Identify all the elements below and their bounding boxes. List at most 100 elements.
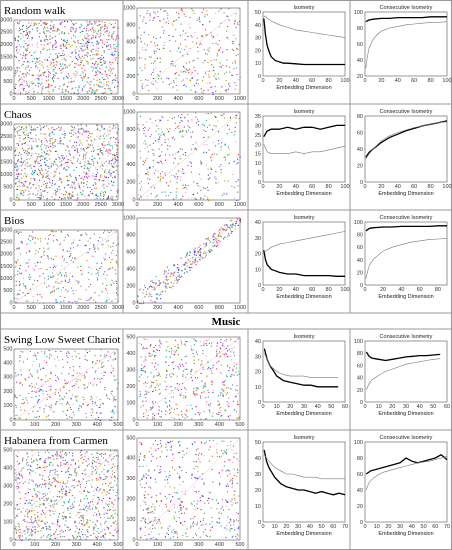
recurrence-point — [48, 356, 50, 358]
x-tick-label: 80 — [428, 78, 434, 84]
recurrence-point — [22, 459, 24, 461]
recurrence-point — [86, 184, 88, 186]
recurrence-point — [46, 172, 48, 174]
recurrence-point — [71, 495, 73, 497]
recurrence-point — [26, 452, 28, 454]
recurrence-point — [46, 416, 48, 418]
x-tick-label: 400 — [174, 202, 183, 208]
recurrence-point — [183, 67, 185, 69]
recurrence-point — [146, 347, 148, 349]
recurrence-point — [57, 496, 59, 498]
recurrence-point — [102, 144, 104, 146]
recurrence-point — [42, 31, 44, 33]
recurrence-point — [193, 66, 195, 68]
recurrence-point — [88, 175, 90, 177]
series-line — [263, 250, 345, 277]
recurrence-point — [102, 185, 104, 187]
recurrence-point — [93, 244, 95, 246]
recurrence-point — [137, 124, 139, 126]
recurrence-point — [54, 86, 56, 88]
y-tick-label: 5 — [258, 171, 261, 177]
recurrence-point — [24, 134, 26, 136]
y-tick-label: 2500 — [0, 30, 12, 36]
recurrence-point — [79, 61, 81, 63]
recurrence-point — [177, 151, 179, 153]
recurrence-point — [219, 65, 221, 67]
recurrence-point — [80, 128, 82, 130]
recurrence-point — [81, 127, 83, 129]
recurrence-point — [55, 46, 57, 48]
recurrence-point — [30, 127, 32, 129]
recurrence-point — [99, 237, 101, 239]
recurrence-point — [199, 259, 201, 261]
y-tick-label: 1000 — [123, 5, 135, 11]
recurrence-point — [97, 54, 99, 56]
recurrence-point — [69, 367, 71, 369]
recurrence-point — [47, 59, 49, 61]
recurrence-point — [240, 220, 242, 222]
recurrence-point — [44, 164, 46, 166]
recurrence-point — [17, 274, 19, 276]
recurrence-point — [28, 51, 30, 53]
recurrence-point — [182, 168, 184, 170]
recurrence-point — [212, 245, 214, 247]
recurrence-point — [46, 59, 48, 61]
recurrence-point — [117, 35, 119, 37]
recurrence-point — [88, 137, 90, 139]
recurrence-point — [37, 67, 39, 69]
recurrence-point — [137, 301, 139, 303]
recurrence-point — [44, 466, 46, 468]
recurrence-point — [150, 186, 152, 188]
recurrence-point — [185, 414, 187, 416]
recurrence-point — [204, 195, 206, 197]
recurrence-point — [176, 182, 178, 184]
recurrence-point — [106, 185, 108, 187]
recurrence-point — [96, 54, 98, 56]
recurrence-point — [50, 64, 52, 66]
recurrence-point — [95, 195, 97, 197]
recurrence-point — [24, 295, 26, 297]
recurrence-point — [147, 129, 149, 131]
recurrence-point — [109, 419, 111, 421]
recurrence-point — [209, 403, 211, 405]
x-tick-label: 80 — [428, 184, 434, 190]
recurrence-point — [216, 242, 218, 244]
recurrence-point — [61, 496, 63, 498]
recurrence-point — [44, 144, 46, 146]
recurrence-point — [94, 74, 96, 76]
recurrence-point — [43, 511, 45, 513]
recurrence-point — [184, 263, 186, 265]
recurrence-point — [228, 397, 230, 399]
y-tick-label: 600 — [126, 40, 135, 46]
x-tick-label: 60 — [309, 287, 315, 293]
recurrence-point — [85, 172, 87, 174]
x-tick-label: 40 — [395, 184, 401, 190]
recurrence-point — [59, 157, 61, 159]
recurrence-point — [15, 154, 17, 156]
recurrence-point — [45, 153, 47, 155]
recurrence-point — [59, 196, 61, 198]
recurrence-point — [196, 192, 198, 194]
recurrence-point — [110, 163, 112, 165]
recurrence-point — [36, 156, 38, 158]
recurrence-point — [41, 385, 43, 387]
recurrence-point — [15, 163, 17, 165]
recurrence-point — [94, 251, 96, 253]
recurrence-point — [84, 75, 86, 77]
recurrence-point — [212, 389, 214, 391]
recurrence-point — [68, 468, 70, 470]
recurrence-point — [23, 24, 25, 26]
recurrence-point — [83, 520, 85, 522]
y-tick-label: 35 — [255, 114, 261, 120]
recurrence-point — [164, 172, 166, 174]
recurrence-point — [104, 537, 106, 539]
x-tick-label: 40 — [293, 287, 299, 293]
recurrence-point — [111, 172, 113, 174]
recurrence-point — [165, 21, 167, 23]
recurrence-point — [94, 371, 96, 373]
recurrence-point — [234, 62, 236, 64]
recurrence-point — [39, 238, 41, 240]
recurrence-point — [142, 20, 144, 22]
recurrence-point — [188, 267, 190, 269]
recurrence-point — [189, 48, 191, 50]
